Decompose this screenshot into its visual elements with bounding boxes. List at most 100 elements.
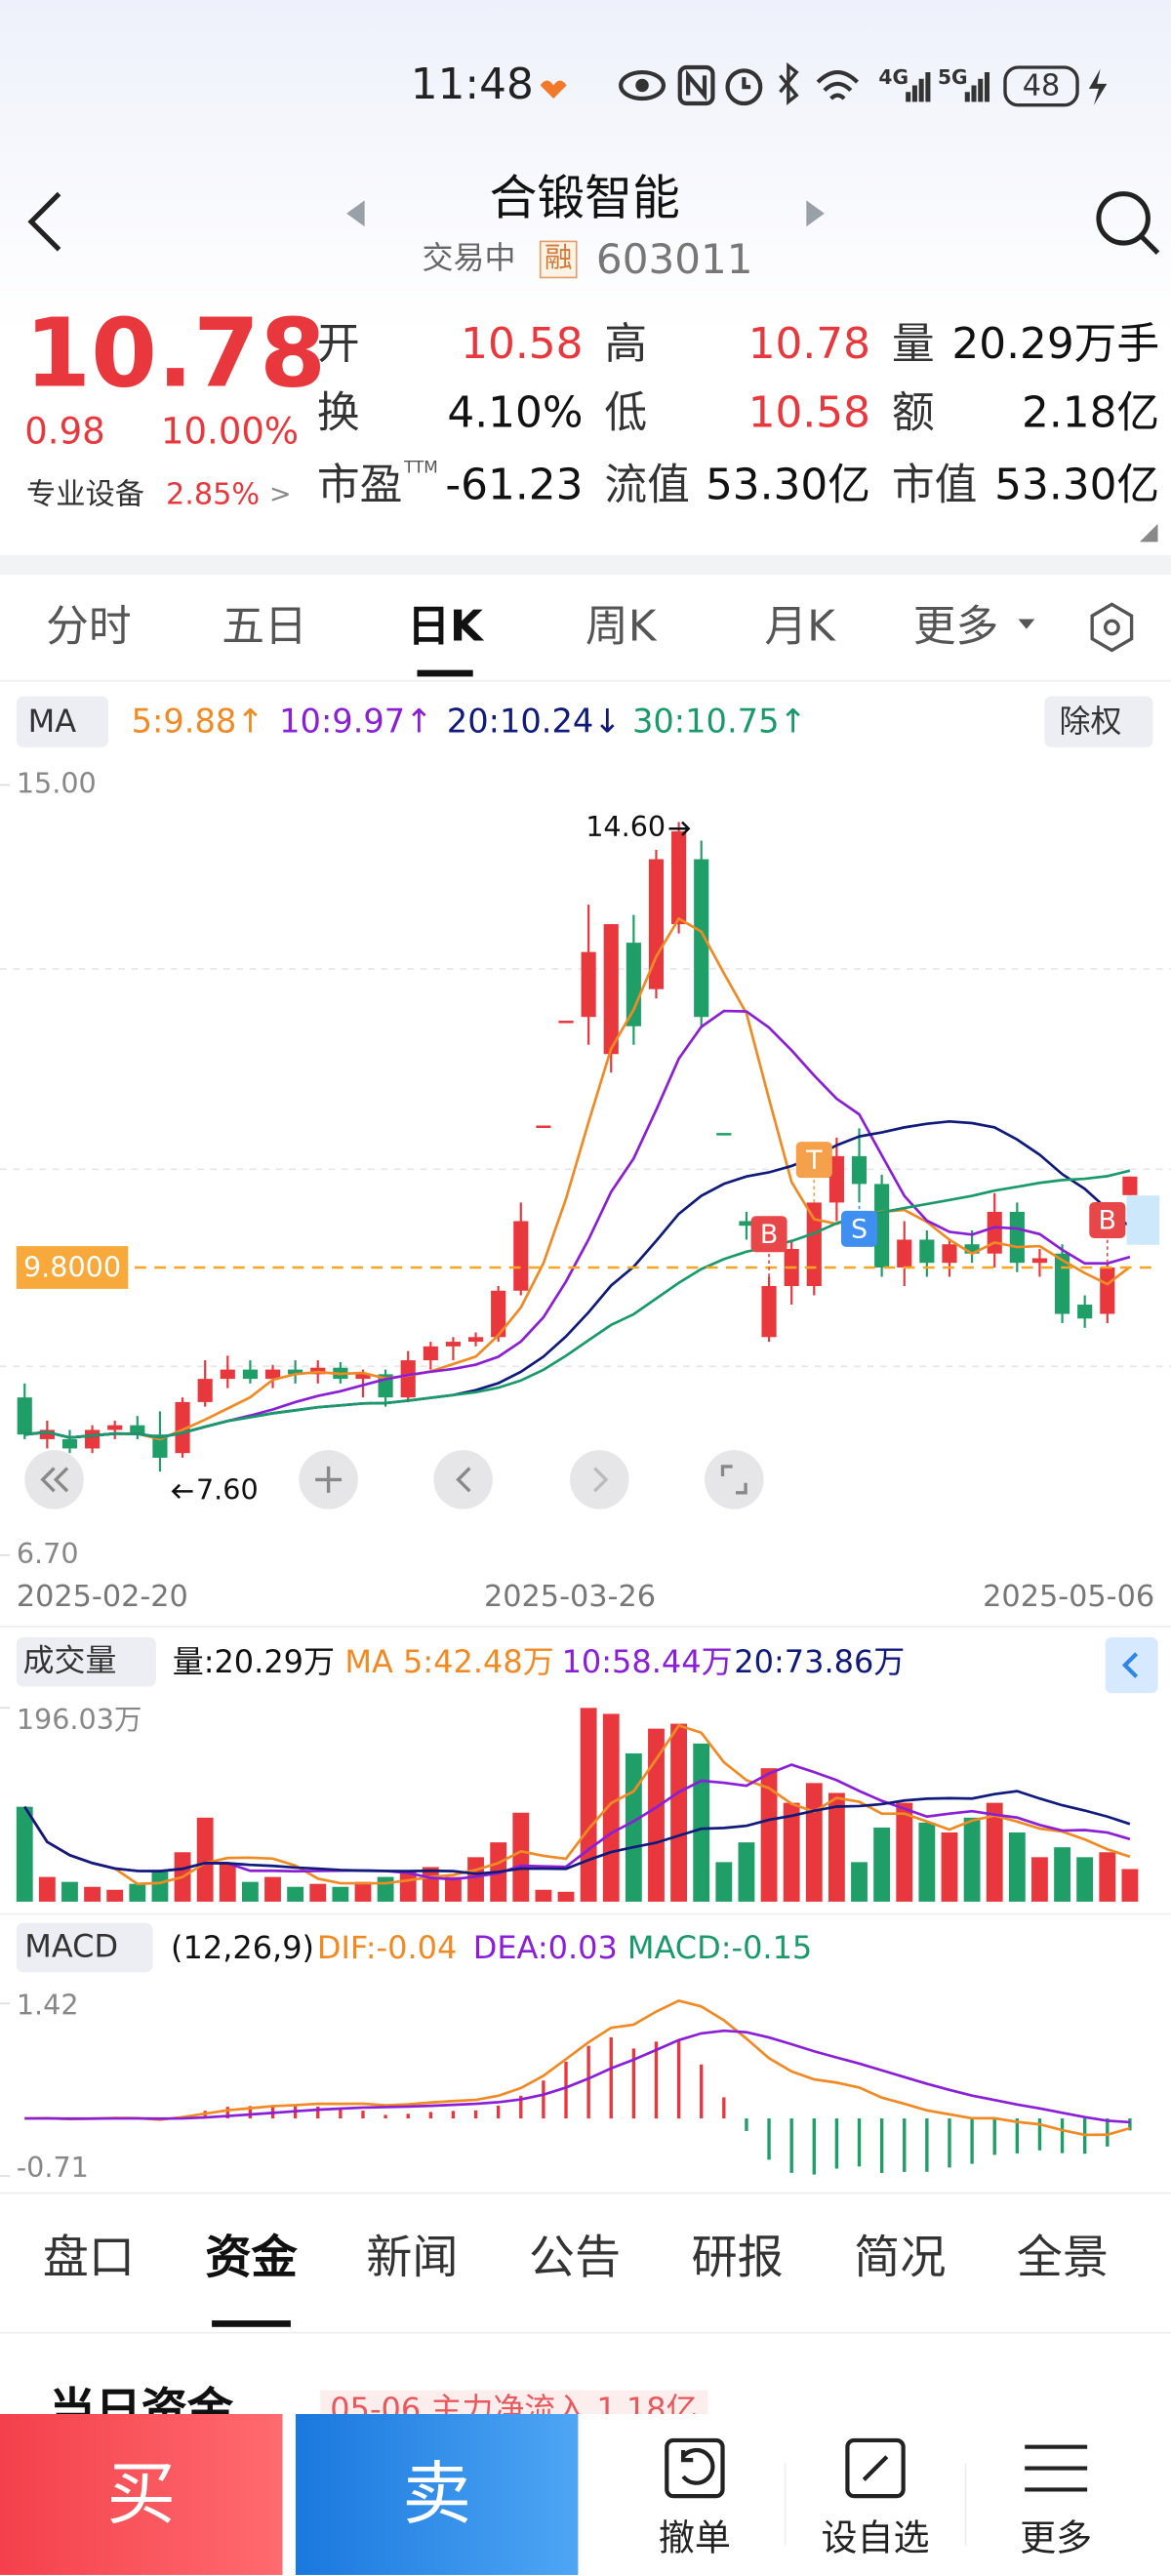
volume-bar: [625, 1752, 642, 1902]
divider: [0, 1626, 1171, 1628]
volume-ma-value: MA 5:42.48万: [344, 1644, 554, 1681]
candle-body: [467, 1337, 484, 1343]
candle-body: [1100, 1267, 1115, 1314]
field-value: -61.23: [445, 461, 584, 511]
sector: 专业设备: [25, 477, 145, 513]
candle-body: [761, 1286, 777, 1338]
field-label: 额: [891, 388, 935, 439]
candle-body: [739, 1221, 754, 1227]
tab: 更多: [912, 602, 999, 653]
buy-button[interactable]: [0, 2414, 283, 2575]
volume-bar: [1099, 1852, 1116, 1902]
trade-marker-label: T: [805, 1146, 823, 1176]
volume-bar: [151, 1872, 169, 1902]
reference-label: 9.8000: [23, 1251, 121, 1284]
volume-bar: [287, 1886, 304, 1902]
high-arrow: [668, 821, 691, 836]
tab-underline: [212, 2320, 291, 2327]
chevron: >: [269, 477, 292, 509]
net-4g: 4G: [878, 65, 909, 89]
volume-bar: [670, 1723, 688, 1902]
ma-line: [24, 1169, 1131, 1439]
dea-line: [24, 2029, 1130, 2124]
dif-value: DIF:-0.04: [316, 1930, 458, 1967]
candle-body: [1122, 1176, 1138, 1195]
bottom-tab: 新闻: [366, 2230, 459, 2285]
volume-bar: [738, 1842, 755, 1902]
trade-marker-label: B: [760, 1220, 778, 1250]
tab: 五日: [222, 602, 307, 653]
adjust-label: 除权: [1059, 704, 1122, 741]
low-arrow: [171, 1483, 193, 1500]
candle-body: [288, 1369, 303, 1375]
volume-bar: [1008, 1831, 1026, 1902]
volume-bar: [986, 1802, 1003, 1902]
volume-bar: [918, 1822, 936, 1902]
volume-bar: [445, 1876, 462, 1902]
price: 10.78: [24, 297, 327, 410]
tab: 分时: [46, 602, 132, 653]
volume-bar: [16, 1806, 33, 1902]
volume-bar: [61, 1881, 78, 1902]
candle-body: [264, 1369, 281, 1380]
collapse-button[interactable]: [1105, 1636, 1158, 1694]
candle-body: [626, 943, 641, 1026]
volume-bar: [1121, 1869, 1139, 1902]
candle-body: [1077, 1305, 1093, 1319]
sell-button[interactable]: [295, 2414, 579, 2575]
candle-body: [694, 859, 709, 1018]
volume-selector[interactable]: [16, 1636, 156, 1687]
field-value: 10.58: [461, 320, 584, 370]
volume-ma-value: 20:73.86万: [734, 1644, 906, 1681]
field-label: 低: [604, 388, 648, 439]
stock-name: 合锻智能: [489, 170, 680, 226]
candle-body: [107, 1425, 123, 1430]
volume-bar: [196, 1817, 214, 1902]
volume-bar: [715, 1862, 733, 1902]
x-label: 2025-03-26: [484, 1580, 656, 1614]
volume-bar: [38, 1876, 56, 1902]
volume-bar: [512, 1812, 530, 1902]
macd-selector[interactable]: [16, 1922, 153, 1973]
trade-marker: [795, 1142, 832, 1179]
tab: 月K: [764, 602, 835, 653]
margin-tag: 融: [539, 240, 578, 279]
candle-body: [197, 1379, 213, 1402]
dea-value: DEA:0.03: [472, 1930, 618, 1967]
volume-bar: [851, 1862, 868, 1902]
ma-line: [24, 916, 1131, 1441]
candle-body: [806, 1202, 822, 1287]
action-label: 撤单: [658, 2518, 731, 2560]
field-label: 高: [604, 320, 648, 370]
candle-body: [17, 1397, 32, 1435]
volume-bar: [1076, 1857, 1094, 1902]
macd-value: MACD:-0.15: [626, 1930, 813, 1967]
divider: [0, 554, 1171, 576]
ma-selector[interactable]: [16, 696, 109, 747]
adjust-selector[interactable]: [1044, 696, 1153, 747]
candle-body: [61, 1438, 78, 1449]
candle-body: [1031, 1258, 1048, 1264]
candle-body: [603, 924, 619, 1055]
tab-underline: [417, 669, 473, 677]
volume-bar: [873, 1827, 891, 1902]
trade-marker-label: S: [851, 1215, 868, 1245]
candle-body: [513, 1221, 529, 1291]
ma-value: 30:10.75↑: [631, 701, 807, 742]
candle-body: [39, 1429, 55, 1439]
action-label: 设自选: [821, 2518, 930, 2560]
field-label: 开: [316, 320, 360, 370]
candle-body: [716, 1133, 732, 1136]
x-label: 2025-02-20: [17, 1580, 188, 1614]
volume-info: 量:20.29万: [172, 1644, 335, 1681]
candle-body: [581, 951, 596, 1018]
volume-bar: [84, 1886, 101, 1902]
action-icons: [665, 2437, 1088, 2546]
volume-bar: [129, 1883, 146, 1902]
ma-value: 10:9.97↑: [279, 701, 433, 742]
volume-ma-value: 10:58.44万: [561, 1644, 733, 1681]
tab: 日K: [407, 602, 483, 653]
low-label: 7.60: [196, 1472, 259, 1506]
